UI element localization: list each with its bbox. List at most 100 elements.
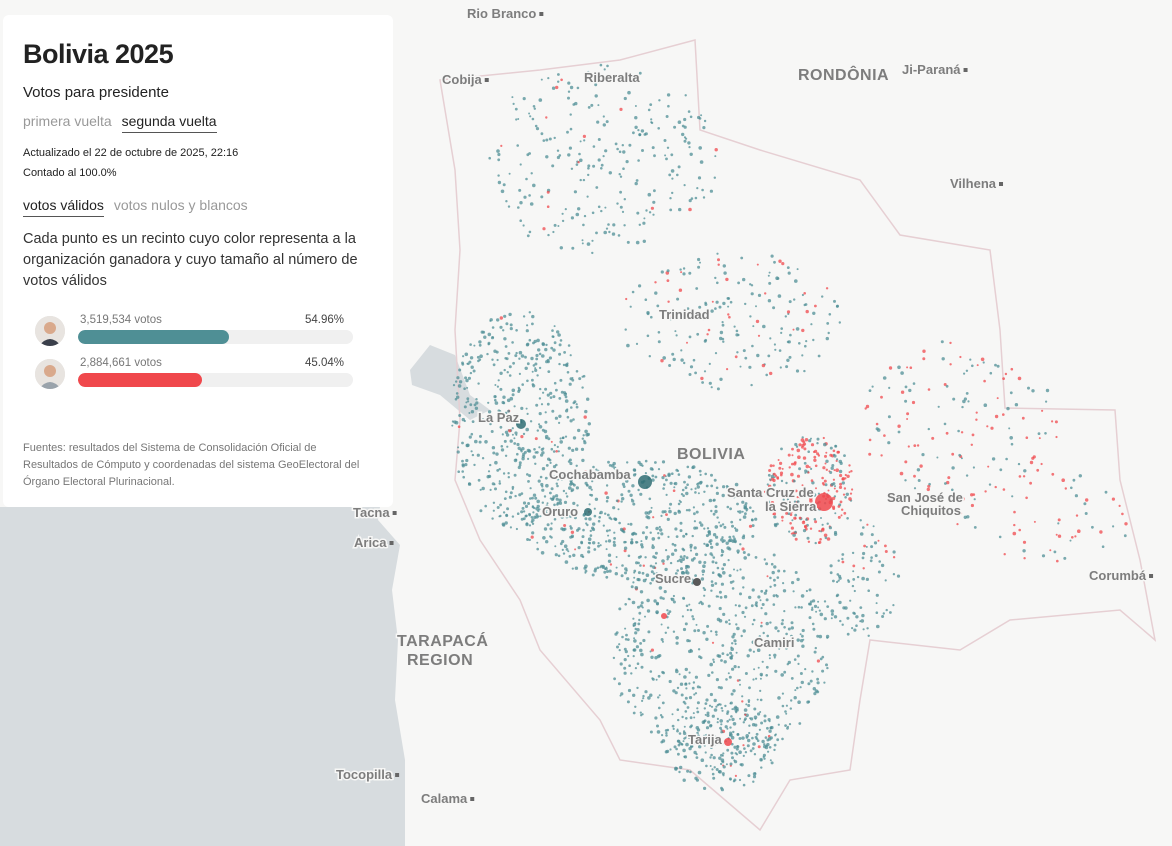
precinct-dot — [658, 694, 661, 697]
precinct-dot — [687, 508, 691, 512]
tab[interactable]: primera vuelta — [23, 113, 112, 129]
precinct-dot — [612, 543, 617, 547]
precinct-dot — [703, 542, 706, 545]
precinct-dot — [716, 516, 719, 519]
precinct-dot — [536, 541, 539, 544]
precinct-dot — [1072, 478, 1076, 482]
precinct-dot — [557, 554, 561, 558]
precinct-dot — [789, 707, 792, 710]
precinct-dot — [536, 338, 540, 343]
precinct-dot — [1022, 549, 1026, 553]
precinct-dot — [996, 397, 999, 400]
precinct-dot — [673, 579, 676, 582]
precinct-dot — [526, 342, 530, 346]
precinct-dot — [875, 422, 879, 426]
precinct-dot — [772, 603, 776, 606]
tab-active[interactable]: segunda vuelta — [121, 113, 217, 133]
precinct-dot — [573, 476, 576, 480]
precinct-dot — [563, 524, 567, 527]
precinct-dot — [720, 582, 725, 586]
precinct-dot — [717, 258, 720, 262]
precinct-dot — [618, 521, 621, 525]
precinct-dot — [631, 484, 635, 488]
precinct-dot — [765, 621, 769, 626]
place-label: San José de — [887, 490, 963, 505]
precinct-dot — [584, 409, 588, 414]
precinct-dot — [572, 401, 576, 405]
precinct-dot — [744, 672, 748, 675]
precinct-dot — [722, 264, 726, 268]
precinct-dot — [528, 152, 531, 155]
precinct-dot — [814, 646, 817, 650]
precinct-dot — [760, 674, 763, 677]
precinct-dot — [805, 589, 809, 593]
precinct-dot — [582, 528, 585, 532]
precinct-dot — [522, 432, 526, 436]
precinct-dot — [518, 188, 522, 192]
precinct-dot — [583, 470, 588, 474]
precinct-dot — [517, 206, 520, 209]
precinct-dot — [657, 674, 661, 678]
precinct-dot — [755, 737, 759, 741]
precinct-dot — [605, 540, 608, 543]
precinct-dot — [825, 468, 828, 471]
precinct-dot — [694, 487, 697, 490]
precinct-dot — [759, 677, 762, 680]
precinct-dot — [683, 675, 687, 679]
precinct-dot — [589, 529, 592, 533]
precinct-dot — [557, 508, 562, 512]
precinct-dot — [693, 739, 696, 743]
precinct-dot — [587, 537, 592, 541]
precinct-dot — [685, 556, 689, 560]
precinct-dot — [589, 493, 592, 497]
tab[interactable]: votos nulos y blancos — [113, 197, 248, 213]
precinct-dot — [973, 498, 976, 501]
precinct-dot — [657, 532, 660, 535]
precinct-dot — [530, 516, 534, 519]
precinct-dot — [696, 701, 700, 705]
precinct-dot — [516, 452, 519, 456]
precinct-dot — [783, 610, 786, 613]
precinct-dot — [518, 350, 523, 355]
precinct-dot — [467, 362, 470, 366]
precinct-dot — [715, 300, 719, 304]
precinct-dot — [698, 521, 702, 524]
precinct-dot — [605, 120, 609, 124]
precinct-dot — [801, 644, 805, 648]
precinct-dot — [576, 86, 580, 90]
precinct-dot — [733, 778, 737, 782]
precinct-dot — [721, 523, 725, 526]
precinct-dot — [946, 480, 950, 485]
precinct-dot — [721, 493, 725, 498]
precinct-dot — [808, 616, 812, 620]
precinct-dot — [794, 530, 797, 534]
precinct-dot — [570, 534, 575, 538]
precinct-dot — [845, 492, 849, 496]
precinct-dot — [615, 566, 618, 569]
tab-active[interactable]: votos válidos — [23, 197, 104, 217]
precinct-dot — [678, 741, 682, 745]
precinct-dot — [694, 491, 697, 494]
precinct-dot — [727, 672, 730, 675]
precinct-dot — [703, 490, 706, 493]
precinct-dot — [518, 461, 522, 465]
precinct-dot — [660, 270, 664, 274]
precinct-dot — [718, 756, 722, 760]
precinct-dot — [818, 634, 823, 639]
precinct-dot — [632, 693, 636, 697]
precinct-dot — [488, 474, 492, 478]
precinct-dot — [558, 421, 561, 424]
precinct-dot — [741, 500, 745, 504]
precinct-dot — [801, 354, 804, 357]
precinct-dot — [777, 294, 782, 298]
precinct-dot — [862, 526, 865, 529]
precinct-dot — [720, 554, 723, 557]
precinct-dot — [734, 355, 738, 359]
round-tabs: primera vuelta segunda vuelta — [23, 113, 373, 133]
precinct-dot — [522, 224, 525, 227]
precinct-dot — [493, 395, 497, 399]
precinct-dot — [681, 715, 684, 719]
share-label: 54.96% — [305, 314, 345, 326]
precinct-dot — [722, 563, 727, 567]
precinct-dot — [760, 621, 763, 624]
